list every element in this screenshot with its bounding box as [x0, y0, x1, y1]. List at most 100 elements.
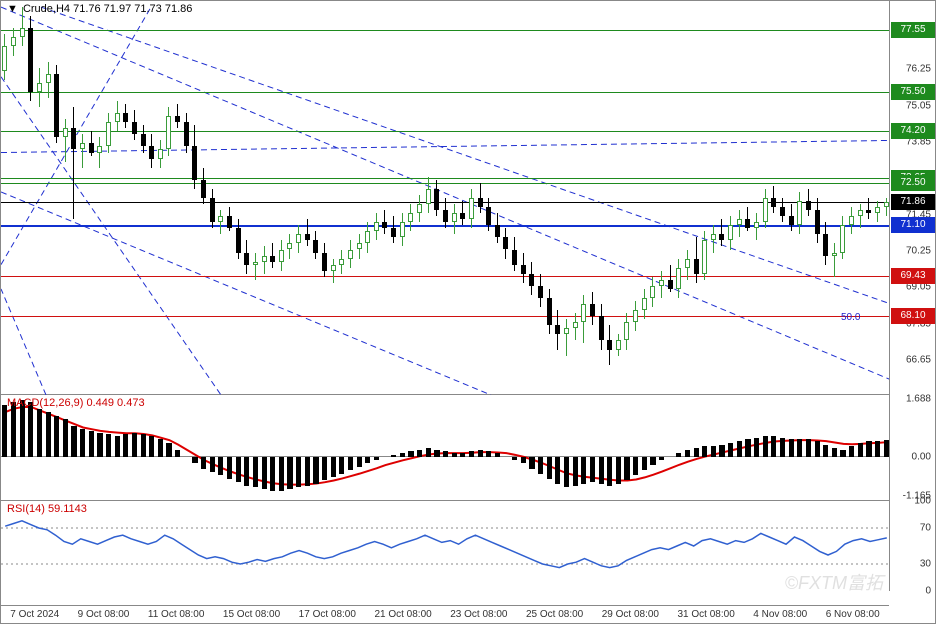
price-tag: 69.43	[891, 268, 935, 284]
y-tick-label: 76.25	[906, 64, 931, 75]
macd-bar	[357, 457, 362, 467]
candle	[763, 189, 768, 228]
candle	[495, 213, 500, 243]
macd-bar	[227, 457, 232, 479]
macd-bar	[737, 441, 742, 456]
x-tick-label: 9 Oct 08:00	[78, 609, 130, 620]
macd-tick-label: 1.688	[906, 393, 931, 404]
macd-y-axis: 1.6880.00-1.165	[889, 395, 935, 501]
candle	[659, 271, 664, 298]
macd-bar	[728, 443, 733, 457]
candle	[244, 240, 249, 273]
macd-bar	[63, 419, 68, 457]
macd-bar	[797, 439, 802, 456]
macd-bar	[624, 457, 629, 481]
candle	[650, 277, 655, 307]
chart-header: ▼ Crude,H4 71.76 71.97 71.73 71.86	[7, 3, 192, 15]
candle	[832, 243, 837, 276]
macd-bar	[71, 426, 76, 457]
macd-bar	[270, 457, 275, 491]
dropdown-icon[interactable]: ▼	[7, 3, 18, 15]
level-line	[1, 30, 889, 31]
macd-bar	[469, 451, 474, 456]
x-tick-label: 17 Oct 08:00	[299, 609, 356, 620]
candle	[711, 225, 716, 252]
candle	[279, 240, 284, 270]
macd-bar	[426, 448, 431, 457]
macd-label: MACD(12,26,9) 0.449 0.473	[7, 397, 145, 409]
candle	[132, 110, 137, 140]
candle	[253, 253, 258, 280]
price-tag: 68.10	[891, 308, 935, 324]
level-line	[1, 178, 889, 179]
candle	[737, 210, 742, 237]
macd-bar	[607, 457, 612, 486]
macd-bar	[218, 457, 223, 476]
candle	[305, 219, 310, 246]
candle	[236, 219, 241, 258]
level-line	[1, 276, 889, 277]
candle	[184, 113, 189, 152]
candle	[141, 125, 146, 152]
candle	[460, 201, 465, 225]
macd-bar	[840, 450, 845, 457]
price-panel[interactable]: 50.0	[1, 1, 889, 395]
macd-bar	[236, 457, 241, 483]
macd-bar	[521, 457, 526, 464]
candle	[694, 237, 699, 282]
macd-bar	[858, 443, 863, 457]
watermark: ©FXTM富拓	[785, 569, 883, 595]
macd-bar	[443, 451, 448, 456]
macd-bar	[434, 450, 439, 457]
candle	[633, 301, 638, 331]
macd-bar	[313, 457, 318, 484]
macd-bar	[780, 438, 785, 457]
macd-bar	[287, 457, 292, 489]
candle	[547, 289, 552, 334]
macd-bar	[28, 402, 33, 457]
price-y-axis: 66.6567.8569.0570.2571.4573.8575.0576.25…	[889, 1, 935, 395]
macd-bar	[866, 441, 871, 456]
ohlc-label: 71.76 71.97 71.73 71.86	[73, 3, 192, 15]
macd-bar	[11, 402, 16, 457]
fib-label: 50.0	[841, 312, 860, 323]
macd-bar	[400, 453, 405, 456]
macd-bar	[452, 453, 457, 456]
macd-bar	[486, 451, 491, 456]
candle	[823, 222, 828, 264]
macd-bar	[875, 441, 880, 456]
rsi-svg	[1, 501, 891, 591]
macd-bar	[581, 457, 586, 484]
macd-bar	[694, 448, 699, 457]
candle	[365, 222, 370, 252]
candle	[322, 243, 327, 276]
x-tick-label: 29 Oct 08:00	[602, 609, 659, 620]
candle	[218, 210, 223, 234]
rsi-panel[interactable]: RSI(14) 59.1143	[1, 501, 889, 591]
macd-bar	[711, 446, 716, 456]
level-line	[1, 316, 889, 317]
candle	[331, 259, 336, 283]
candle	[434, 180, 439, 216]
macd-panel[interactable]: MACD(12,26,9) 0.449 0.473	[1, 395, 889, 501]
macd-bar	[832, 448, 837, 457]
candle	[840, 216, 845, 258]
x-tick-label: 6 Nov 08:00	[826, 609, 880, 620]
macd-bar	[166, 443, 171, 457]
candle	[287, 234, 292, 258]
macd-bar	[408, 451, 413, 456]
candle	[555, 310, 560, 349]
macd-bar	[80, 429, 85, 456]
candle	[581, 295, 586, 343]
candle	[469, 189, 474, 228]
macd-bar	[616, 457, 621, 484]
candle	[158, 140, 163, 167]
macd-bar	[633, 457, 638, 476]
macd-bar	[529, 457, 534, 469]
rsi-tick-label: 0	[925, 586, 931, 597]
candle	[815, 198, 820, 243]
candle	[676, 259, 681, 298]
candle	[797, 192, 802, 234]
price-tag: 75.50	[891, 84, 935, 100]
macd-bar	[106, 434, 111, 456]
